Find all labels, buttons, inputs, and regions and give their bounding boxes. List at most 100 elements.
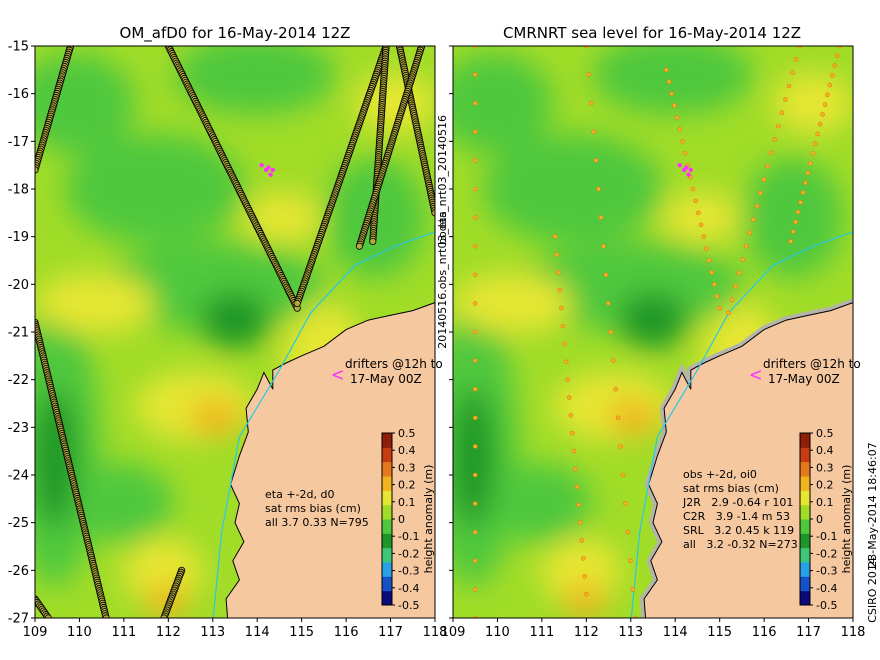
obs-point — [788, 239, 794, 244]
obs-point — [596, 186, 601, 192]
obs-point — [472, 472, 478, 478]
track-point — [293, 299, 301, 307]
obs-point — [812, 141, 818, 147]
colorbar-swatch — [382, 519, 392, 534]
obs-point — [704, 246, 709, 251]
x-tick-label: 114 — [663, 625, 688, 640]
obs-point — [800, 190, 806, 195]
obs-point — [790, 70, 795, 75]
obs-point — [623, 501, 628, 506]
obs-point — [563, 359, 569, 365]
track-point — [35, 166, 39, 174]
obs-point — [472, 386, 478, 392]
colorbar-swatch — [382, 504, 392, 520]
obs-point — [613, 386, 618, 392]
colorbar-right: 0.5 0.4 0.3 0.2 0.1 0 -0.1 -0.2 -0.3 -0.4 -0.5 heig… — [799, 427, 853, 612]
obs-point — [472, 186, 478, 192]
colorbar-tick: 0.2 — [398, 479, 416, 492]
colorbar-swatch — [800, 490, 810, 506]
panel-left: OM_afD0 for 16-May-2014 12Z 109 110 111 112… — [8, 24, 448, 640]
x-tick-label: 116 — [752, 625, 777, 640]
obs-point — [682, 150, 688, 156]
x-tick-label: 113 — [618, 625, 643, 640]
obs-point — [560, 323, 566, 329]
x-tick-label: 115 — [707, 625, 732, 640]
obs-point — [795, 209, 801, 215]
obs-point — [598, 215, 604, 220]
obs-point — [790, 229, 796, 234]
colorbar-swatch — [800, 576, 810, 592]
obs-point — [618, 444, 623, 449]
colorbar-label: height anomaly (m) — [422, 465, 435, 574]
drifters-label-2: 17-May 00Z — [350, 372, 422, 386]
obs-point — [588, 100, 594, 106]
x-tick-label: 109 — [441, 625, 466, 640]
obs-point — [586, 72, 592, 77]
y-tick-label: -16 — [8, 87, 29, 102]
colorbar-tick: 0.5 — [398, 427, 416, 440]
colorbar-tick: 0.1 — [398, 496, 416, 509]
obs-point — [608, 329, 614, 335]
obs-point — [576, 502, 581, 508]
obs-point — [582, 573, 588, 579]
y-tick-label: -24 — [8, 469, 29, 484]
obs-point — [815, 131, 820, 137]
drifter-point — [270, 167, 275, 173]
obs-point — [472, 301, 478, 306]
drifters-label-1: drifters @12h to — [345, 357, 443, 371]
y-tick-label: -26 — [8, 564, 29, 579]
obs-point — [577, 520, 583, 525]
obs-point — [810, 151, 816, 156]
x-tick-label: 112 — [156, 625, 181, 640]
colorbar-tick: -0.3 — [816, 565, 837, 578]
obs-point — [565, 377, 570, 382]
colorbar-swatch — [800, 461, 810, 477]
obs-point — [712, 282, 717, 287]
colorbar-tick: 0 — [816, 513, 823, 526]
x-tick-label: 111 — [111, 625, 136, 640]
drifter-point — [266, 165, 271, 170]
obs-point — [557, 287, 563, 293]
y-tick-label: -19 — [8, 230, 29, 245]
obs-point — [793, 219, 798, 225]
y-tick-label: -18 — [8, 183, 29, 198]
colorbar-swatch — [382, 447, 392, 463]
obs-point — [808, 160, 813, 166]
obs-point — [698, 222, 704, 228]
obs-point — [672, 103, 677, 108]
obs-point — [625, 529, 631, 535]
obs-point — [472, 72, 478, 77]
obs-point — [690, 186, 696, 192]
obs-point — [765, 163, 770, 169]
x-tick-label: 116 — [334, 625, 359, 640]
colorbar-swatch — [800, 504, 810, 520]
obs-point — [768, 150, 774, 156]
obs-point — [733, 283, 738, 289]
x-tick-label: 111 — [529, 625, 554, 640]
obs-point — [709, 270, 714, 275]
obs-point — [554, 252, 560, 257]
obs-point — [472, 587, 478, 592]
obs-point — [601, 243, 606, 249]
obs-point — [472, 329, 478, 335]
obs-point — [606, 301, 611, 306]
colorbar-swatch — [382, 490, 392, 506]
drifters-label-right-1: drifters @12h to — [763, 357, 861, 371]
obs-point — [591, 129, 596, 135]
colorbar-tick: -0.1 — [816, 530, 837, 543]
obs-point — [573, 466, 578, 472]
chart-title-left: OM_afD0 for 16-May-2014 12Z — [120, 24, 351, 43]
obs-point — [793, 57, 799, 62]
colorbar-left: 0.5 0.4 0.3 0.2 0.1 0 -0.1 -0.2 -0.3 -0.4 -0.5 heig… — [381, 427, 435, 612]
colorbar-tick: 0.4 — [816, 444, 834, 457]
colorbar-swatch — [382, 433, 392, 448]
x-tick-label: 109 — [23, 625, 48, 640]
stats-line-2: sat rms bias (cm) — [265, 502, 361, 515]
obs-point — [701, 234, 706, 239]
axes-left: 109 110 111 112 113 114 115 116 117 118 -15 -16 -17 -… — [8, 40, 448, 641]
y-tick-label: -15 — [8, 40, 29, 55]
obs-point — [825, 92, 830, 98]
drifter-markers-right — [677, 162, 762, 380]
obs-point — [472, 529, 478, 535]
